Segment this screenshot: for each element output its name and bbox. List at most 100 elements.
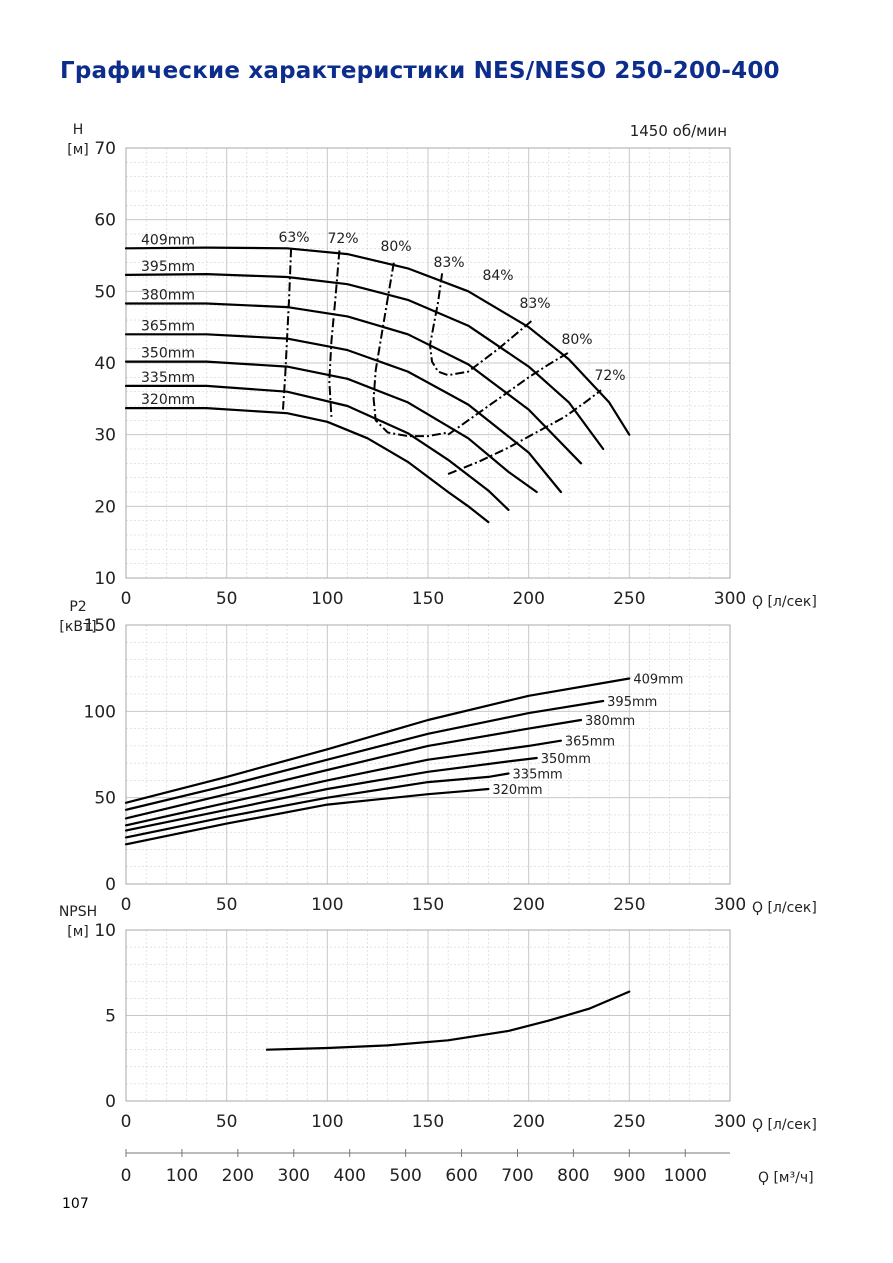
secondary-tick-label: 200 <box>222 1166 254 1186</box>
y-axis-label: P2 <box>69 599 86 615</box>
series-line <box>124 739 562 827</box>
plot-frame <box>125 624 731 885</box>
secondary-axis-label: Ϙ [м³/ч] <box>758 1170 814 1186</box>
series-line <box>124 677 631 804</box>
series-label: 395mm <box>607 695 657 710</box>
x-tick-label: 100 <box>311 1112 343 1132</box>
efficiency-label: 80% <box>561 332 592 348</box>
y-tick-label: 0 <box>105 875 116 895</box>
x-tick-label: 250 <box>613 589 645 609</box>
series-label: 395mm <box>141 259 195 275</box>
x-tick-label: 50 <box>216 589 238 609</box>
x-tick-label: 250 <box>613 895 645 915</box>
x-tick-label: 300 <box>714 895 746 915</box>
y-axis-label: NPSH <box>59 904 97 920</box>
efficiency-label: 84% <box>482 268 513 284</box>
y-tick-label: 100 <box>84 702 116 722</box>
x-tick-label: 200 <box>512 895 544 915</box>
x-tick-label: 250 <box>613 1112 645 1132</box>
series-line <box>124 699 605 811</box>
x-axis-label: Ϙ [л/сек] <box>752 594 817 610</box>
y-tick-label: 150 <box>84 616 116 636</box>
series-label: 380mm <box>141 288 195 304</box>
x-tick-label: 0 <box>121 895 132 915</box>
x-tick-label: 0 <box>121 589 132 609</box>
y-axis-label: [м] <box>67 142 89 158</box>
efficiency-contour <box>447 389 602 476</box>
series-line <box>265 990 631 1051</box>
y-tick-label: 10 <box>94 569 116 589</box>
y-axis-label: [м] <box>67 924 89 940</box>
series-label: 335mm <box>141 370 195 386</box>
efficiency-label: 80% <box>380 239 411 255</box>
x-tick-label: 300 <box>714 1112 746 1132</box>
series-line <box>124 407 490 524</box>
secondary-tick-label: 900 <box>613 1166 645 1186</box>
y-tick-label: 10 <box>94 921 116 941</box>
x-tick-label: 50 <box>216 895 238 915</box>
series-line <box>124 360 538 494</box>
secondary-tick-label: 1000 <box>664 1166 707 1186</box>
series-label: 335mm <box>513 767 563 782</box>
series-label: 320mm <box>141 392 195 408</box>
series-line <box>124 273 605 451</box>
plot-frame <box>125 147 731 579</box>
series-line <box>124 772 510 839</box>
series-label: 409mm <box>141 232 195 248</box>
secondary-tick-label: 400 <box>333 1166 365 1186</box>
secondary-tick-label: 700 <box>501 1166 533 1186</box>
secondary-tick-label: 500 <box>389 1166 421 1186</box>
secondary-tick-label: 300 <box>278 1166 310 1186</box>
x-tick-label: 200 <box>512 589 544 609</box>
page-title: Графические характеристики NES/NESO 250-… <box>60 58 780 84</box>
efficiency-label: 72% <box>594 368 625 384</box>
secondary-tick-label: 800 <box>557 1166 589 1186</box>
series-label: 365mm <box>565 735 615 750</box>
secondary-tick-label: 0 <box>121 1166 132 1186</box>
secondary-tick-label: 600 <box>445 1166 477 1186</box>
series-label: 350mm <box>141 346 195 362</box>
efficiency-label: 72% <box>327 231 358 247</box>
y-tick-label: 20 <box>94 497 116 517</box>
efficiency-contour <box>282 248 293 410</box>
page-number: 107 <box>62 1196 89 1212</box>
efficiency-contour <box>372 262 449 438</box>
x-tick-label: 300 <box>714 589 746 609</box>
x-axis-label: Ϙ [л/сек] <box>752 900 817 916</box>
efficiency-contour <box>428 273 534 377</box>
x-tick-label: 150 <box>412 895 444 915</box>
y-tick-label: 5 <box>105 1007 116 1027</box>
y-tick-label: 50 <box>94 282 116 302</box>
y-tick-label: 60 <box>94 211 116 231</box>
series-line <box>124 302 583 465</box>
series-label: 320mm <box>492 783 542 798</box>
series-line <box>124 384 510 511</box>
series-line <box>124 718 583 820</box>
x-tick-label: 100 <box>311 589 343 609</box>
chart-head: 0 50 100 150 200 250 300 10 20 30 40 50 60 70 H [м] Ϙ [л… <box>67 122 817 610</box>
y-axis-label: H <box>73 122 84 138</box>
y-tick-label: 70 <box>94 139 116 159</box>
series-label: 409mm <box>633 673 683 688</box>
y-axis-label: [кВт] <box>59 619 96 635</box>
y-tick-label: 0 <box>105 1092 116 1112</box>
series-label: 380mm <box>585 714 635 729</box>
y-tick-label: 30 <box>94 426 116 446</box>
y-tick-label: 50 <box>94 789 116 809</box>
series-label: 365mm <box>141 318 195 334</box>
x-tick-label: 200 <box>512 1112 544 1132</box>
efficiency-label: 63% <box>278 230 309 246</box>
y-tick-label: 40 <box>94 354 116 374</box>
x-tick-label: 50 <box>216 1112 238 1132</box>
efficiency-label: 83% <box>519 296 550 312</box>
efficiency-contour <box>328 250 341 417</box>
series-line <box>124 333 562 494</box>
x-tick-label: 150 <box>412 1112 444 1132</box>
x-tick-label: 150 <box>412 589 444 609</box>
speed-label: 1450 об/мин <box>630 122 727 140</box>
series-line <box>124 787 490 846</box>
secondary-tick-label: 100 <box>166 1166 198 1186</box>
